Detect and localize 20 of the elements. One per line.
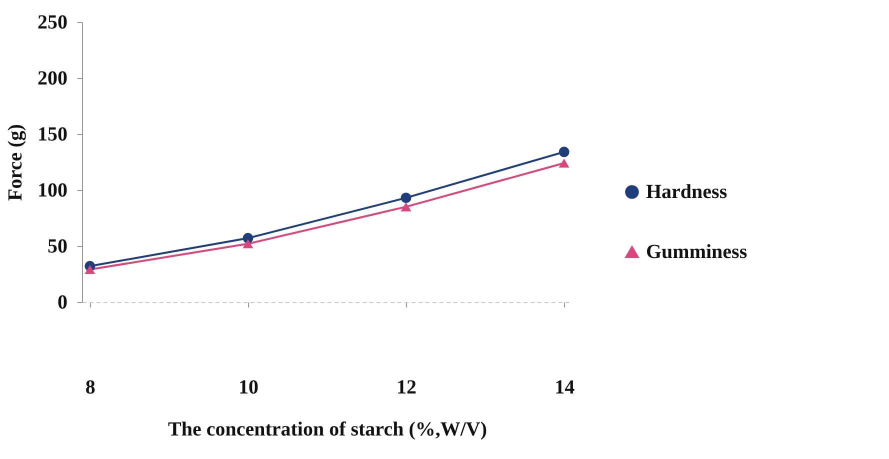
x-tick-label: 10 (238, 376, 258, 398)
point (400, 202, 412, 212)
x-tick-label: 14 (554, 376, 575, 398)
y-tick-label: 100 (38, 180, 68, 202)
point (558, 158, 570, 168)
legend-label: Gumminess (646, 241, 748, 263)
y-tick-label: 50 (48, 236, 68, 258)
legend-label: Hardness (646, 181, 728, 203)
y-tick-label: 150 (38, 124, 68, 146)
point (558, 146, 570, 158)
y-axis-title: Force (g) (4, 124, 26, 201)
point (84, 264, 96, 274)
x-tick-label: 8 (85, 376, 96, 398)
y-tick-label: 200 (38, 68, 68, 90)
x-axis-title: The concentration of starch (%,W/V) (168, 418, 488, 440)
point (400, 192, 412, 204)
point (242, 239, 254, 248)
y-tick-label: 0 (58, 292, 68, 314)
x-tick-label: 12 (396, 376, 417, 398)
y-tick-label: 250 (38, 12, 68, 34)
